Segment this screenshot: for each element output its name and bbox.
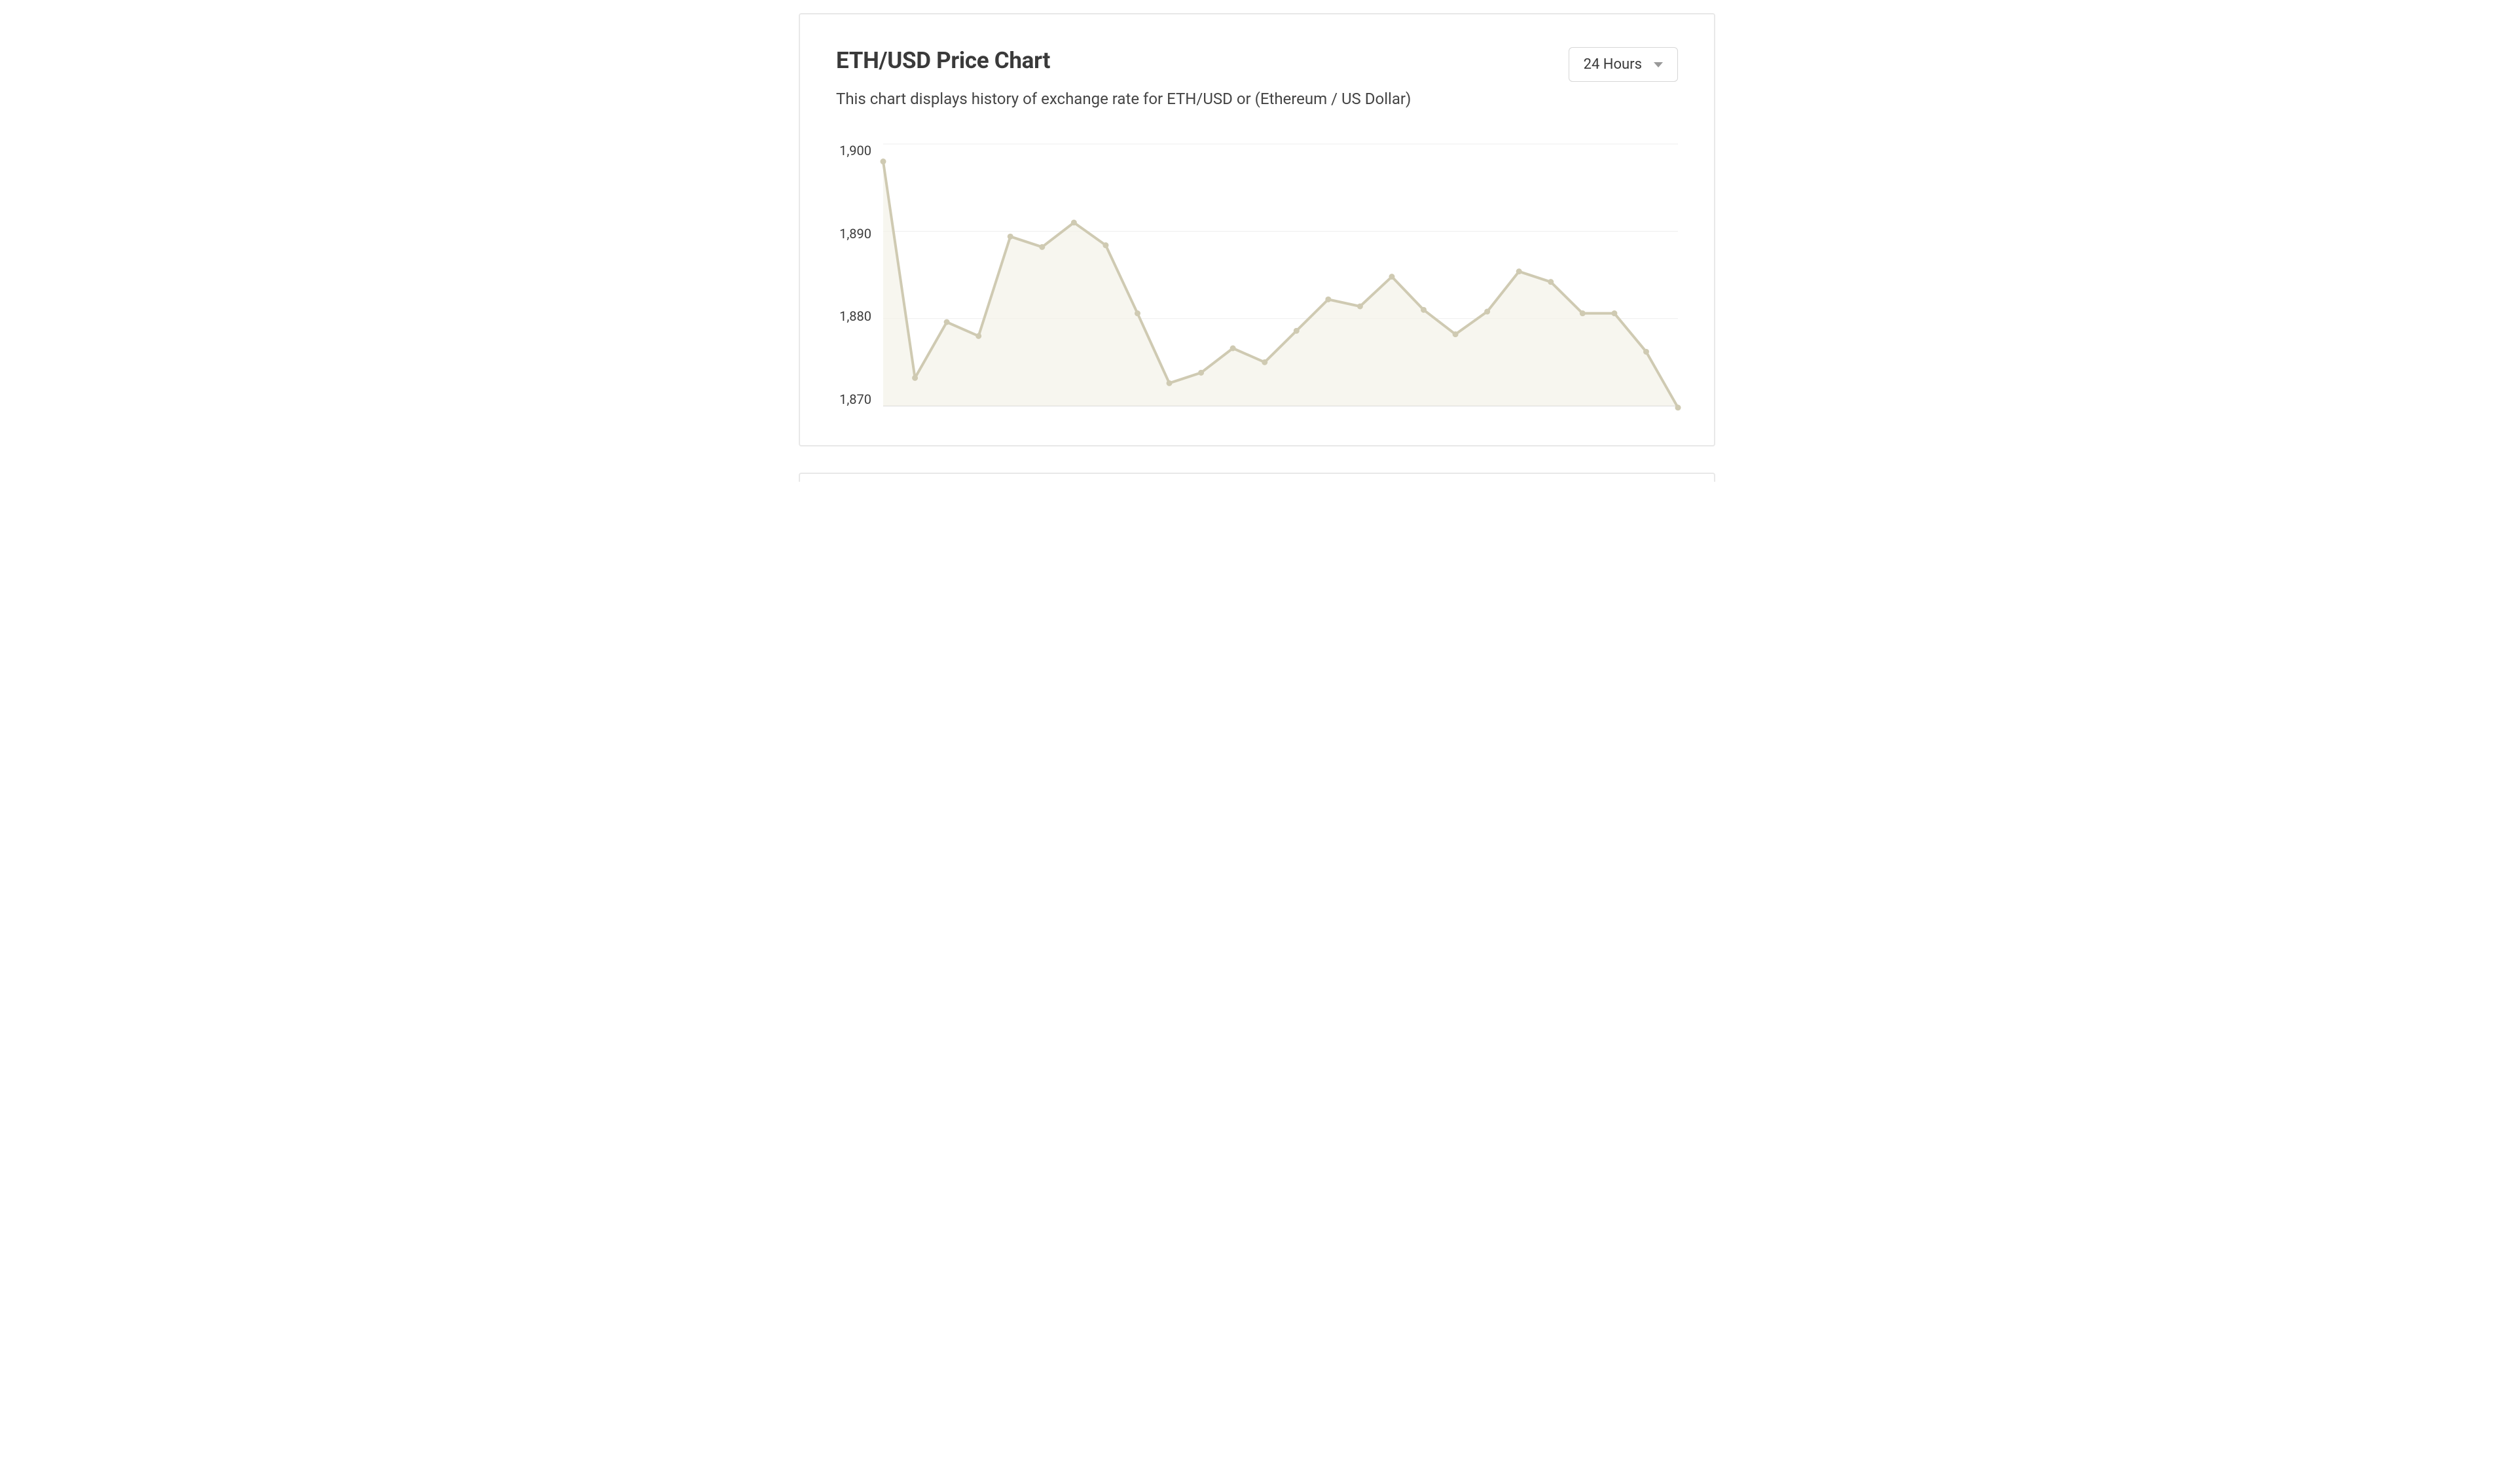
y-axis: 1,900 1,890 1,880 1,870: [836, 144, 883, 406]
y-axis-tick-label: 1,880: [839, 310, 871, 323]
chart-subtitle: This chart displays history of exchange …: [836, 90, 1678, 108]
chevron-down-icon: [1654, 62, 1663, 67]
next-card-peek: [799, 473, 1715, 482]
timeframe-selected-label: 24 Hours: [1584, 56, 1642, 73]
chart-title: ETH/USD Price Chart: [836, 47, 1050, 74]
price-chart-card: ETH/USD Price Chart 24 Hours This chart …: [799, 13, 1715, 446]
chart-plot: [883, 144, 1678, 406]
card-header: ETH/USD Price Chart 24 Hours: [836, 47, 1678, 82]
timeframe-dropdown[interactable]: 24 Hours: [1569, 47, 1678, 82]
chart-area: 1,900 1,890 1,880 1,870: [836, 144, 1678, 406]
y-axis-tick-label: 1,890: [839, 227, 871, 240]
chart-markers-layer: [883, 144, 1678, 406]
y-axis-tick-label: 1,870: [839, 393, 871, 406]
y-axis-tick-label: 1,900: [839, 144, 871, 157]
